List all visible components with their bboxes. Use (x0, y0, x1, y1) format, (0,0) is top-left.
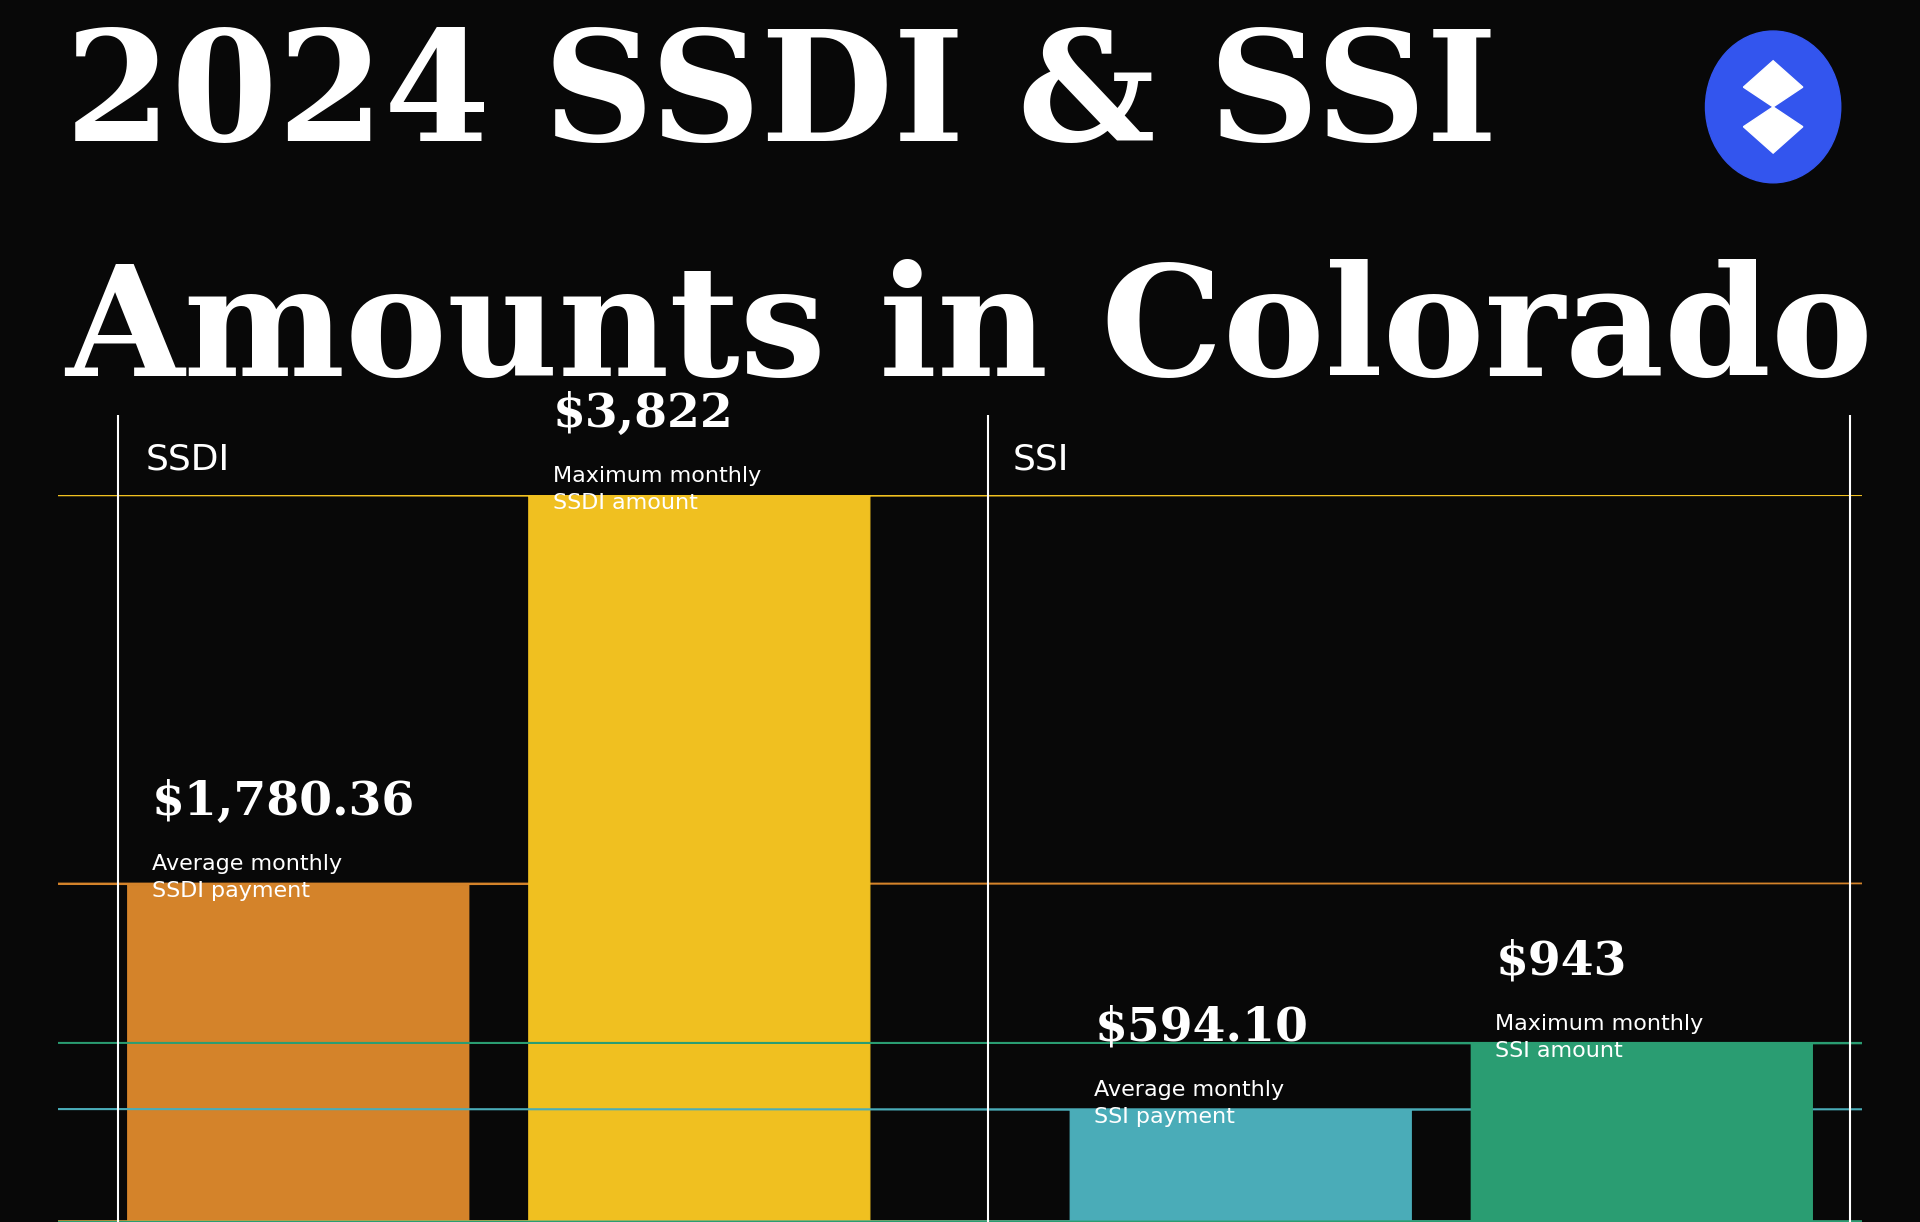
FancyBboxPatch shape (0, 884, 1920, 1222)
Text: SSDI: SSDI (146, 442, 230, 477)
FancyBboxPatch shape (0, 495, 1920, 1222)
Ellipse shape (1705, 31, 1841, 183)
Text: Average monthly
SSI payment: Average monthly SSI payment (1094, 1080, 1284, 1127)
Text: SSI: SSI (1012, 442, 1069, 477)
Text: $3,822: $3,822 (553, 391, 733, 436)
Text: $943: $943 (1496, 938, 1626, 985)
FancyBboxPatch shape (0, 1042, 1920, 1222)
Text: Amounts in Colorado: Amounts in Colorado (65, 259, 1874, 408)
Text: $1,780.36: $1,780.36 (152, 780, 415, 825)
Polygon shape (1743, 108, 1803, 153)
Text: Average monthly
SSDI payment: Average monthly SSDI payment (152, 854, 342, 902)
Text: 2024 SSDI & SSI: 2024 SSDI & SSI (65, 24, 1498, 174)
Text: $594.10: $594.10 (1094, 1004, 1308, 1051)
Text: Maximum monthly
SSDI amount: Maximum monthly SSDI amount (553, 466, 760, 513)
FancyBboxPatch shape (0, 1110, 1920, 1222)
Text: Maximum monthly
SSI amount: Maximum monthly SSI amount (1496, 1013, 1703, 1061)
Polygon shape (1743, 61, 1803, 108)
